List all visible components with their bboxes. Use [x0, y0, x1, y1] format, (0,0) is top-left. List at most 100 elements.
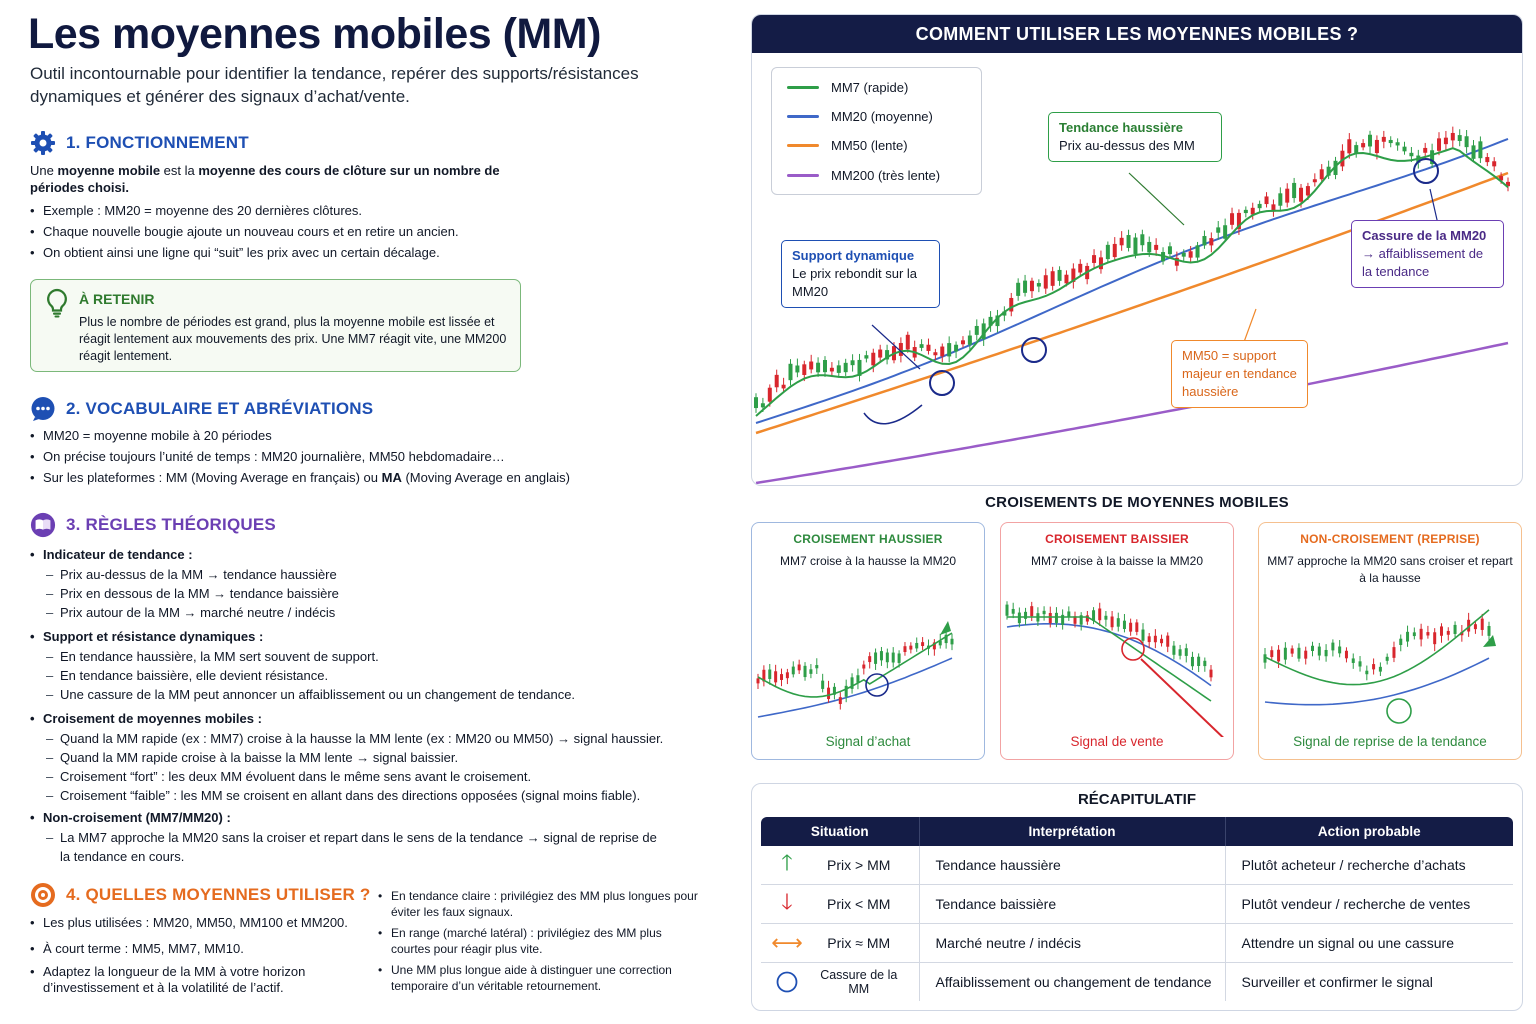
candle-body — [1430, 150, 1435, 165]
break-marker — [929, 370, 955, 396]
candle-body — [843, 362, 848, 373]
candle-body — [1202, 236, 1207, 246]
section-4-left-bullets: Les plus utilisées : MM20, MM50, MM100 e… — [30, 912, 360, 996]
cross-marker — [1121, 637, 1145, 661]
candle-body — [885, 350, 890, 360]
candle-body — [1358, 661, 1362, 667]
definition-part: moyenne mobile — [57, 163, 161, 178]
candle-body — [1230, 213, 1235, 225]
list-item: Prix autour de la MM → marché neutre / i… — [30, 603, 730, 622]
candle-body — [1092, 610, 1096, 621]
candle-body — [1499, 176, 1504, 181]
recap-table: Situation Interprétation Action probable… — [761, 817, 1513, 1001]
candle-body — [932, 642, 936, 650]
card-no-cross: NON-CROISEMENT (REPRISE) MM7 approche la… — [1258, 522, 1522, 760]
candle-body — [862, 664, 866, 669]
situation-label: Prix ≈ MM — [827, 934, 891, 951]
candle-body — [815, 665, 819, 669]
candle-body — [960, 340, 965, 345]
candle-body — [781, 384, 786, 389]
candle-body — [1098, 257, 1103, 270]
candle-body — [1290, 648, 1294, 654]
callout-support: Support dynamique Le prix rebondit sur l… — [781, 240, 940, 308]
candle-body — [832, 686, 836, 695]
candle-body — [1374, 139, 1379, 154]
candle-body — [1112, 243, 1117, 258]
card-title: CROISEMENT HAUSSIER — [793, 532, 943, 546]
candle-body — [1263, 654, 1267, 663]
recap-title: RÉCAPITULATIF — [1077, 791, 1197, 808]
candle-body — [1153, 635, 1157, 643]
candle-body — [1423, 147, 1428, 153]
candle-body — [1048, 612, 1052, 624]
table-cell: Cassure de la MM — [761, 962, 920, 1001]
candle-body — [1002, 311, 1007, 316]
candle-body — [1433, 632, 1437, 645]
table-header-row: Situation Interprétation Action probable — [761, 817, 1513, 846]
card-title: CROISEMENT BAISSIER — [1045, 532, 1189, 546]
candle-body — [1110, 616, 1114, 628]
rule-group: Croisement de moyennes mobiles : Quand l… — [30, 708, 730, 805]
callout-title: Tendance haussière — [1059, 120, 1184, 135]
rule-list: Quand la MM rapide (ex : MM7) croise à l… — [30, 729, 730, 805]
candle-body — [864, 355, 869, 359]
candle-body — [1270, 650, 1274, 658]
candle-body — [874, 652, 878, 664]
mm20-line — [1006, 623, 1212, 687]
list-item: Croisement “faible” : les MM se croisent… — [30, 786, 730, 805]
candle-body — [1443, 137, 1448, 145]
candle-body — [1188, 251, 1193, 258]
candle-body — [844, 685, 848, 697]
callout-mm50: MM50 = support majeur en tendance haussi… — [1171, 340, 1308, 408]
cross-marker — [865, 673, 889, 697]
mm20-line — [757, 657, 953, 718]
legend-label: MM200 (très lente) — [831, 168, 941, 183]
candle-body — [822, 360, 827, 373]
table-cell: Tendance haussière — [919, 846, 1226, 885]
list-item: Chaque nouvelle bougie ajoute un nouveau… — [30, 221, 630, 242]
column-header: Situation — [761, 817, 920, 846]
list-item: Adaptez la longueur de la MM à votre hor… — [30, 964, 360, 996]
candle-body — [1029, 280, 1034, 292]
candle-body — [1172, 645, 1176, 655]
page-title: Les moyennes mobiles (MM) — [28, 10, 601, 58]
list-item: En tendance haussière, la MM sert souven… — [30, 647, 730, 666]
candle-body — [1372, 664, 1376, 670]
callout-break: Cassure de la MM20 → affaiblissement de … — [1351, 220, 1504, 288]
table-row: Cassure de la MM Affaiblissement ou chan… — [761, 962, 1513, 1001]
section-1-bullets: Exemple : MM20 = moyenne des 20 dernière… — [30, 200, 630, 263]
touch-marker — [1386, 698, 1412, 724]
candle-body — [795, 365, 800, 373]
card-title: NON-CROISEMENT (REPRISE) — [1300, 532, 1480, 546]
candle-body — [756, 678, 760, 684]
candle-body — [1312, 179, 1317, 183]
main-price-chart — [754, 126, 1510, 485]
candle-body — [1299, 187, 1304, 202]
candle-body — [1487, 626, 1491, 636]
list-item: En range (marché latéral) : privilégiez … — [378, 925, 698, 957]
section-4-title: 4. QUELLES MOYENNES UTILISER ? — [66, 885, 371, 904]
list-item: Quand la MM rapide croise à la baisse la… — [30, 748, 730, 767]
candle-body — [1167, 246, 1172, 255]
candle-body — [1305, 186, 1310, 196]
candle-body — [1190, 656, 1194, 667]
card-footer: Signal d’achat — [825, 734, 911, 749]
candle-body — [803, 665, 807, 678]
list-item: Quand la MM rapide (ex : MM7) croise à l… — [30, 729, 730, 748]
candle-body — [1071, 268, 1076, 282]
candle-body — [1257, 203, 1262, 209]
down-arrow-icon: 🡓 — [781, 889, 793, 914]
candle-body — [1250, 207, 1255, 215]
candle-body — [1471, 145, 1476, 159]
candle-body — [1030, 606, 1034, 617]
candle-body — [1464, 136, 1469, 148]
candle-body — [878, 349, 883, 358]
bearish-cross-chart — [1005, 601, 1224, 737]
candle-body — [891, 652, 895, 663]
list-item: On précise toujours l’unité de temps : M… — [30, 446, 720, 467]
candle-body — [1506, 181, 1510, 187]
candle-body — [1166, 635, 1170, 647]
candle-body — [1174, 257, 1179, 266]
candle-body — [1467, 619, 1471, 632]
list-item-part: MA — [381, 470, 402, 485]
